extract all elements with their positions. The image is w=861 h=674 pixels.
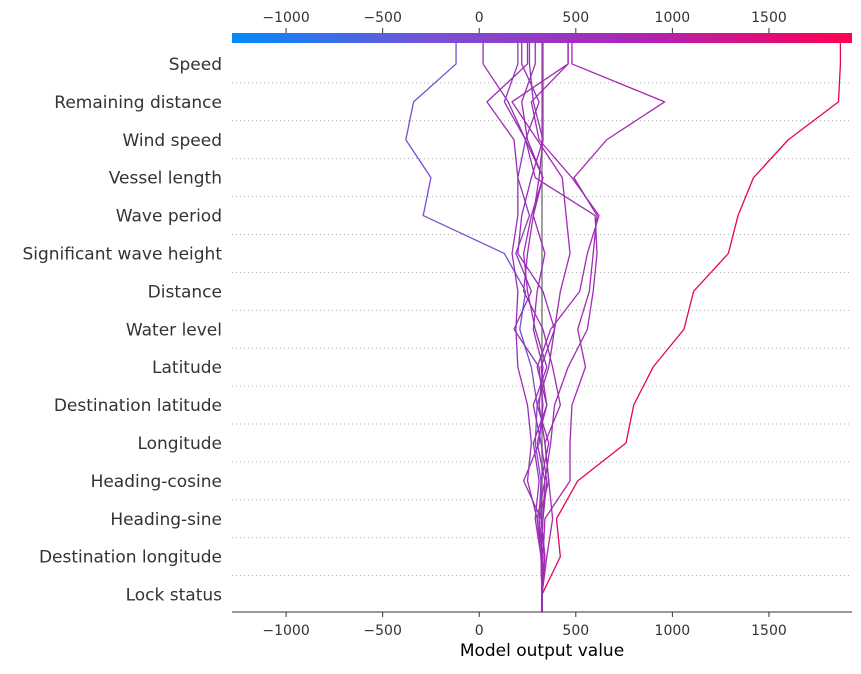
top-axis: −1000 −500 0 500 1000 1500 bbox=[262, 10, 787, 33]
feature-label: Latitude bbox=[152, 358, 222, 378]
x-tick-label: 1500 bbox=[751, 623, 787, 639]
x-tick-label: −1000 bbox=[262, 623, 309, 639]
x-tick-label: 500 bbox=[562, 623, 589, 639]
feature-label: Speed bbox=[169, 55, 222, 75]
feature-label: Heading-cosine bbox=[91, 472, 222, 492]
gridlines bbox=[232, 82, 852, 576]
top-tick-label: 1000 bbox=[655, 10, 691, 26]
feature-label: Heading-sine bbox=[110, 510, 222, 530]
series-line bbox=[541, 43, 666, 612]
feature-labels: Speed Remaining distance Wind speed Vessel … bbox=[22, 55, 222, 606]
x-tick-label: −500 bbox=[363, 623, 401, 639]
series-line bbox=[517, 43, 556, 612]
top-tick-label: −500 bbox=[363, 10, 401, 26]
series-line bbox=[541, 43, 842, 612]
feature-label: Significant wave height bbox=[22, 244, 222, 264]
feature-label: Lock status bbox=[126, 586, 223, 606]
feature-label: Remaining distance bbox=[54, 93, 222, 113]
feature-label: Distance bbox=[148, 282, 222, 302]
feature-label: Wave period bbox=[116, 207, 222, 227]
feature-label: Longitude bbox=[137, 434, 222, 454]
x-axis-label: Model output value bbox=[460, 641, 624, 661]
series-line bbox=[405, 43, 544, 612]
colorbar bbox=[232, 33, 852, 43]
top-tick-label: 1500 bbox=[751, 10, 787, 26]
feature-label: Destination latitude bbox=[54, 396, 222, 416]
feature-label: Wind speed bbox=[123, 131, 223, 151]
top-tick-label: −1000 bbox=[262, 10, 309, 26]
x-axis: −1000 −500 0 500 1000 1500 bbox=[232, 611, 852, 639]
x-tick-label: 1000 bbox=[655, 623, 691, 639]
series-line bbox=[530, 43, 600, 612]
feature-label: Vessel length bbox=[109, 169, 222, 189]
x-tick-label: 0 bbox=[475, 623, 484, 639]
top-tick-label: 0 bbox=[475, 10, 484, 26]
series-lines bbox=[405, 43, 842, 612]
top-tick-label: 500 bbox=[562, 10, 589, 26]
series-line bbox=[521, 43, 550, 612]
feature-label: Water level bbox=[126, 320, 222, 340]
series-line bbox=[482, 43, 598, 612]
series-line bbox=[523, 43, 561, 612]
feature-label: Destination longitude bbox=[39, 548, 222, 568]
